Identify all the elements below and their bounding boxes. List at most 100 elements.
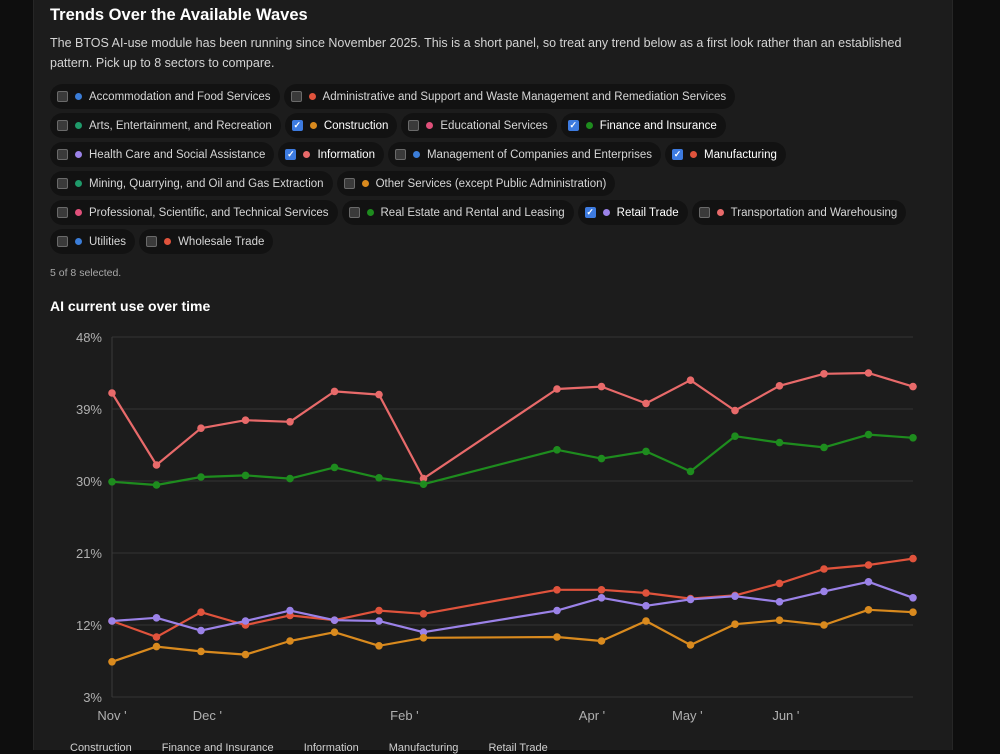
data-point[interactable]	[108, 658, 116, 666]
data-point[interactable]	[775, 616, 784, 624]
data-point[interactable]	[286, 474, 294, 483]
sector-chip[interactable]: Arts, Entertainment, and Recreation	[50, 113, 281, 138]
data-point[interactable]	[820, 370, 828, 378]
sector-chip[interactable]: Health Care and Social Assistance	[50, 142, 275, 167]
data-point[interactable]	[775, 579, 784, 588]
sector-chip[interactable]: Other Services (except Public Administra…	[336, 171, 616, 196]
data-point[interactable]	[553, 606, 561, 615]
data-point[interactable]	[909, 382, 917, 391]
data-point[interactable]	[597, 594, 606, 602]
sector-chip[interactable]: ✓ Manufacturing	[664, 142, 786, 167]
data-point[interactable]	[330, 616, 339, 624]
data-point[interactable]	[642, 447, 650, 456]
sector-checkbox[interactable]: ✓	[671, 149, 683, 160]
sector-checkbox[interactable]	[57, 149, 68, 160]
sector-chip[interactable]: Real Estate and Rental and Leasing	[341, 200, 574, 225]
sector-chip[interactable]: ✓ Retail Trade	[577, 200, 688, 225]
sector-checkbox[interactable]	[394, 149, 406, 160]
data-point[interactable]	[375, 606, 383, 615]
data-point[interactable]	[553, 385, 561, 393]
sector-checkbox[interactable]	[57, 178, 68, 189]
data-point[interactable]	[909, 554, 917, 563]
sector-checkbox[interactable]	[57, 236, 68, 247]
sector-checkbox[interactable]	[57, 207, 68, 218]
data-point[interactable]	[642, 617, 650, 625]
data-point[interactable]	[330, 628, 339, 636]
data-point[interactable]	[152, 461, 161, 469]
sector-chip[interactable]: Wholesale Trade	[139, 229, 274, 254]
sector-chip[interactable]: Management of Companies and Enterprises	[387, 142, 661, 167]
data-point[interactable]	[419, 634, 428, 642]
data-point[interactable]	[375, 642, 383, 650]
sector-chip[interactable]: Transportation and Warehousing	[691, 200, 907, 225]
data-point[interactable]	[152, 481, 161, 489]
data-point[interactable]	[197, 424, 205, 432]
sector-checkbox[interactable]: ✓	[584, 207, 596, 218]
data-point[interactable]	[553, 586, 561, 594]
sector-chip[interactable]: Mining, Quarrying, and Oil and Gas Extra…	[50, 171, 333, 196]
sector-checkbox[interactable]	[57, 91, 68, 102]
data-point[interactable]	[686, 595, 695, 604]
data-point[interactable]	[597, 637, 606, 645]
data-point[interactable]	[820, 565, 828, 573]
data-point[interactable]	[241, 650, 250, 659]
data-point[interactable]	[375, 617, 383, 625]
data-point[interactable]	[731, 432, 739, 440]
data-point[interactable]	[686, 641, 695, 649]
data-point[interactable]	[241, 617, 250, 625]
data-point[interactable]	[642, 399, 650, 408]
data-point[interactable]	[197, 626, 205, 635]
data-point[interactable]	[820, 621, 828, 629]
data-point[interactable]	[419, 480, 428, 488]
data-point[interactable]	[419, 628, 428, 636]
data-point[interactable]	[108, 617, 116, 625]
data-point[interactable]	[197, 647, 205, 656]
data-point[interactable]	[864, 430, 873, 439]
data-point[interactable]	[909, 608, 917, 616]
data-point[interactable]	[197, 473, 205, 481]
data-point[interactable]	[909, 434, 917, 442]
data-point[interactable]	[108, 389, 116, 397]
sector-checkbox[interactable]: ✓	[291, 120, 303, 131]
sector-chip[interactable]: Accommodation and Food Services	[50, 84, 280, 109]
data-point[interactable]	[597, 382, 606, 391]
data-point[interactable]	[864, 606, 873, 614]
data-point[interactable]	[419, 474, 428, 483]
sector-checkbox[interactable]: ✓	[567, 120, 579, 131]
data-point[interactable]	[553, 633, 561, 641]
data-point[interactable]	[108, 478, 116, 486]
sector-chip[interactable]: Educational Services	[401, 113, 557, 138]
data-point[interactable]	[864, 561, 873, 569]
sector-chip[interactable]: ✓ Construction	[284, 113, 398, 138]
data-point[interactable]	[820, 587, 828, 596]
data-point[interactable]	[864, 578, 873, 586]
data-point[interactable]	[152, 614, 161, 622]
sector-chip[interactable]: Professional, Scientific, and Technical …	[50, 200, 338, 225]
data-point[interactable]	[286, 606, 294, 615]
data-point[interactable]	[152, 642, 161, 651]
data-point[interactable]	[909, 594, 917, 602]
data-point[interactable]	[775, 382, 784, 390]
sector-chip[interactable]: ✓ Finance and Insurance	[560, 113, 726, 138]
data-point[interactable]	[597, 586, 606, 594]
sector-checkbox[interactable]	[348, 207, 360, 218]
data-point[interactable]	[286, 418, 294, 426]
sector-checkbox[interactable]	[698, 207, 710, 218]
sector-checkbox[interactable]: ✓	[285, 149, 297, 160]
data-point[interactable]	[775, 598, 784, 606]
data-point[interactable]	[597, 454, 606, 463]
sector-chip[interactable]: Administrative and Support and Waste Man…	[283, 84, 736, 109]
data-point[interactable]	[241, 471, 250, 480]
sector-checkbox[interactable]	[57, 120, 68, 131]
sector-checkbox[interactable]	[290, 91, 302, 102]
data-point[interactable]	[241, 416, 250, 424]
data-point[interactable]	[642, 589, 650, 597]
sector-checkbox[interactable]	[343, 178, 355, 189]
data-point[interactable]	[775, 438, 784, 447]
data-point[interactable]	[286, 637, 294, 645]
data-point[interactable]	[820, 443, 828, 452]
data-point[interactable]	[642, 602, 650, 610]
data-point[interactable]	[686, 467, 695, 476]
data-point[interactable]	[419, 610, 428, 618]
data-point[interactable]	[686, 376, 695, 384]
